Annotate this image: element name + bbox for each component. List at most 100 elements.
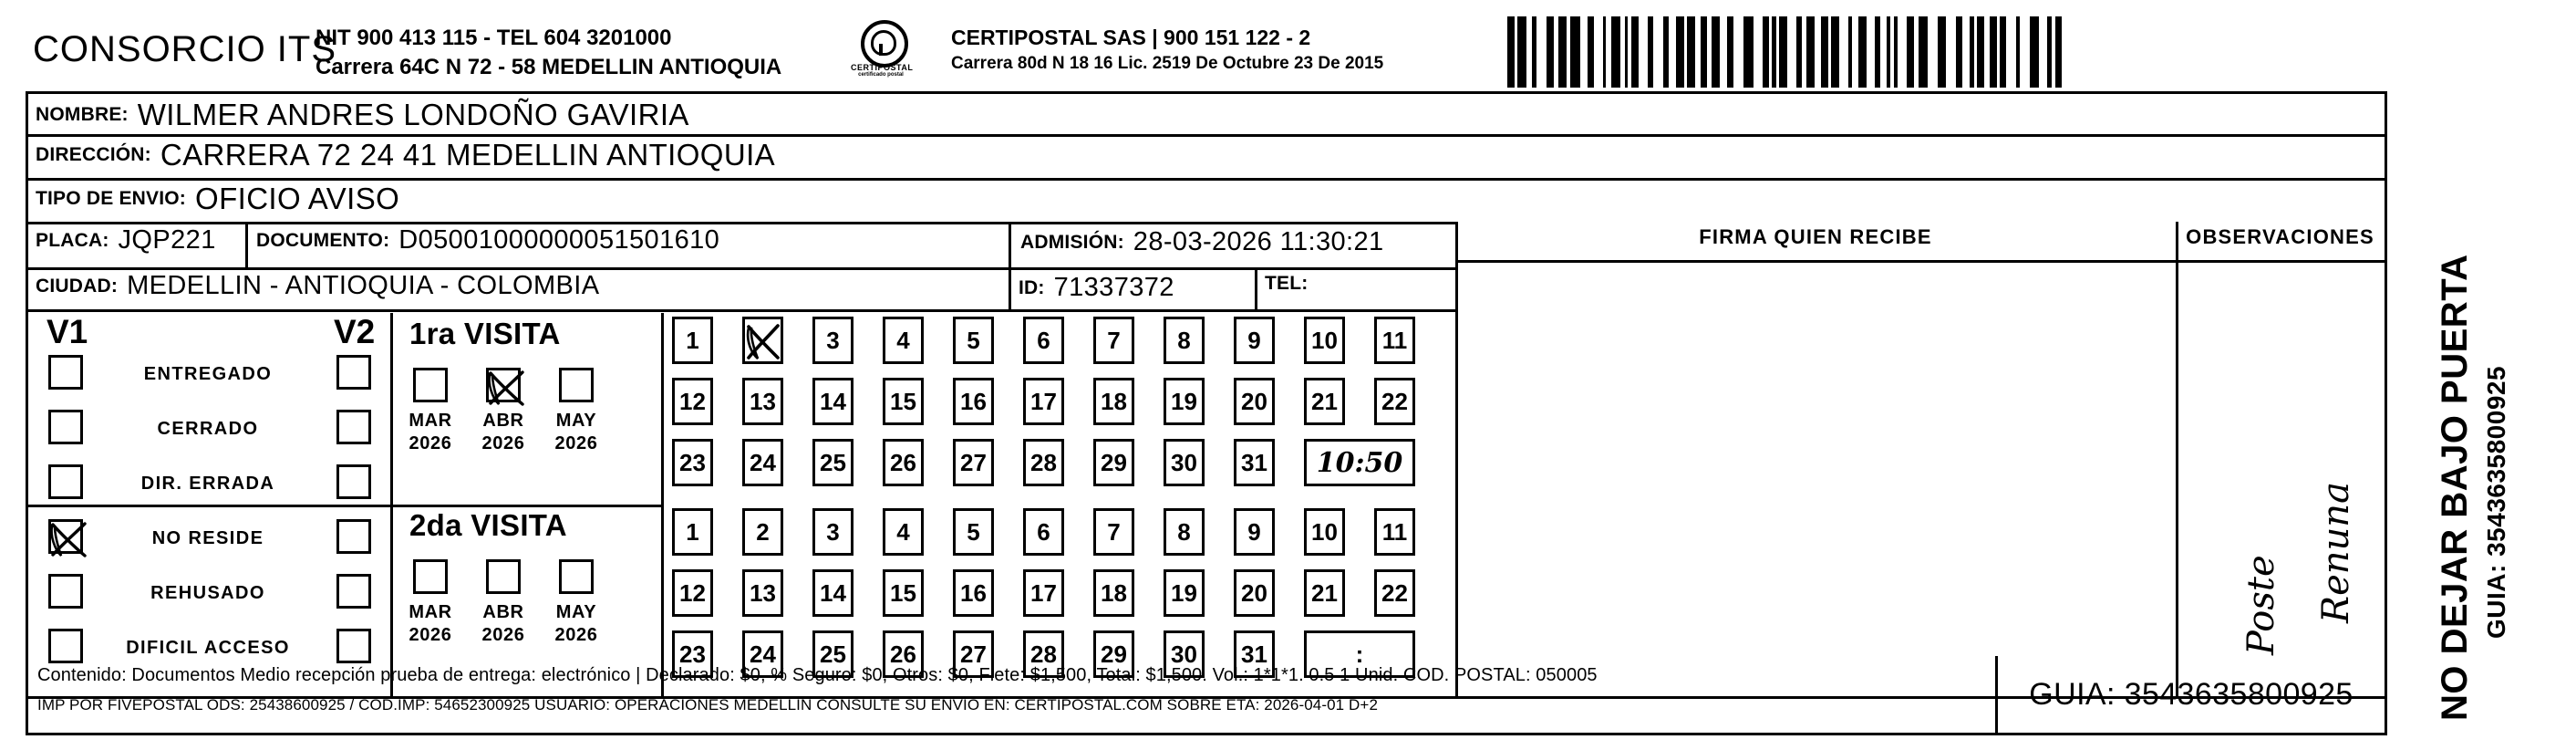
nombre-value: WILMER ANDRES LONDOÑO GAVIRIA [137, 98, 689, 131]
status-checkbox-v2-no-reside[interactable] [336, 519, 371, 554]
visit-2-day-27[interactable]: 27 [953, 630, 994, 678]
visit-2-month-checkbox-abr[interactable] [486, 559, 521, 594]
status-checkbox-v2-entregado[interactable] [336, 355, 371, 390]
visit-1-day-30[interactable]: 30 [1164, 439, 1205, 486]
visit-1-day-29[interactable]: 29 [1093, 439, 1134, 486]
status-checkbox-v1-dificil-acceso[interactable] [48, 629, 83, 663]
visit-2-day-16[interactable]: 16 [953, 569, 994, 617]
status-checkbox-v1-entregado[interactable] [48, 355, 83, 390]
visit-1-day-22[interactable]: 22 [1374, 378, 1415, 425]
status-label: DIR. ERRADA [140, 474, 275, 494]
visit-2-day-25[interactable]: 25 [812, 630, 853, 678]
document-header: CONSORCIO ITS NIT 900 413 115 - TEL 604 … [26, 5, 2469, 89]
visit-1-month-checkbox-mar[interactable] [413, 368, 448, 402]
visit-2-day-19[interactable]: 19 [1164, 569, 1205, 617]
visit-2-day-20[interactable]: 20 [1234, 569, 1275, 617]
visit-1-day-15[interactable]: 15 [883, 378, 924, 425]
status-row: REHUSADO [28, 574, 390, 624]
visit-2-day-4[interactable]: 4 [883, 508, 924, 556]
visit-1-day-28[interactable]: 28 [1023, 439, 1064, 486]
visit-2-day-5[interactable]: 5 [953, 508, 994, 556]
visit-2-day-26[interactable]: 26 [883, 630, 924, 678]
visit-1-month-checkbox-abr[interactable] [486, 368, 524, 406]
visit-2-day-28[interactable]: 28 [1023, 630, 1064, 678]
visit-1-day-4[interactable]: 4 [883, 317, 924, 364]
status-checkbox-v2-cerrado[interactable] [336, 410, 371, 444]
status-checkbox-v2-rehusado[interactable] [336, 574, 371, 609]
status-checkbox-v1-rehusado[interactable] [48, 574, 83, 609]
signature-area[interactable] [1458, 263, 2176, 694]
visit-2-day-6[interactable]: 6 [1023, 508, 1064, 556]
status-checkbox-v1-cerrado[interactable] [48, 410, 83, 444]
visit-2-day-12[interactable]: 12 [672, 569, 713, 617]
status-checkbox-v1-no-reside[interactable] [48, 519, 87, 557]
status-checkbox-v2-dificil-acceso[interactable] [336, 629, 371, 663]
visit-1-day-14[interactable]: 14 [812, 378, 853, 425]
visit-1-day-17[interactable]: 17 [1023, 378, 1064, 425]
visit-1-day-20[interactable]: 20 [1234, 378, 1275, 425]
visit-1-day-9[interactable]: 9 [1234, 317, 1275, 364]
status-label: ENTREGADO [143, 364, 273, 384]
visit-2-day-24[interactable]: 24 [742, 630, 783, 678]
visit-2-day-22[interactable]: 22 [1374, 569, 1415, 617]
visit-2-day-29[interactable]: 29 [1093, 630, 1134, 678]
visit-2-day-7[interactable]: 7 [1093, 508, 1134, 556]
visit-2-day-10[interactable]: 10 [1304, 508, 1345, 556]
visit-2-day-1[interactable]: 1 [672, 508, 713, 556]
visit-2-day-14[interactable]: 14 [812, 569, 853, 617]
visit-1-day-8[interactable]: 8 [1164, 317, 1205, 364]
barcode-bar [1806, 16, 1815, 88]
documento-value: D05001000000051501610 [398, 225, 720, 255]
visit-2-month-checkbox-mar[interactable] [413, 559, 448, 594]
month-year: 2026 [554, 625, 598, 645]
observaciones-area[interactable]: Poste Renuna [2178, 263, 2385, 694]
visit-2-day-31[interactable]: 31 [1234, 630, 1275, 678]
visit-1-day-6[interactable]: 6 [1023, 317, 1064, 364]
visit-2-month-checkbox-may[interactable] [559, 559, 594, 594]
month-name: MAR [409, 411, 452, 431]
visit-2-day-11[interactable]: 11 [1374, 508, 1415, 556]
visit-2-day-21[interactable]: 21 [1304, 569, 1345, 617]
visit-1-day-3[interactable]: 3 [812, 317, 853, 364]
visit-1-day-12[interactable]: 12 [672, 378, 713, 425]
visit-1-day-7[interactable]: 7 [1093, 317, 1134, 364]
visit-2-day-13[interactable]: 13 [742, 569, 783, 617]
month-year: 2026 [481, 625, 525, 645]
visit-1-day-2[interactable] [742, 317, 783, 364]
visit-1-day-27[interactable]: 27 [953, 439, 994, 486]
month-name: ABR [482, 411, 524, 431]
direccion-label: DIRECCIÓN: [36, 144, 151, 165]
visit-1-day-19[interactable]: 19 [1164, 378, 1205, 425]
barcode-bar [1570, 16, 1580, 88]
visit-2-time-box[interactable]: : [1304, 630, 1415, 678]
visit-2-day-23[interactable]: 23 [672, 630, 713, 678]
visit-2-day-18[interactable]: 18 [1093, 569, 1134, 617]
ciudad-value: MEDELLIN - ANTIOQUIA - COLOMBIA [127, 271, 600, 300]
visit-2-day-30[interactable]: 30 [1164, 630, 1205, 678]
visit-2-day-15[interactable]: 15 [883, 569, 924, 617]
visit-1-day-5[interactable]: 5 [953, 317, 994, 364]
visit-1-day-24[interactable]: 24 [742, 439, 783, 486]
visit-1-day-23[interactable]: 23 [672, 439, 713, 486]
visit-1-day-10[interactable]: 10 [1304, 317, 1345, 364]
status-checkbox-v1-dir-errada[interactable] [48, 464, 83, 499]
visit-1-day-26[interactable]: 26 [883, 439, 924, 486]
visit-1-day-1[interactable]: 1 [672, 317, 713, 364]
visit-1-day-11[interactable]: 11 [1374, 317, 1415, 364]
visit-1-day-21[interactable]: 21 [1304, 378, 1345, 425]
visit-2-day-17[interactable]: 17 [1023, 569, 1064, 617]
visit-1-day-25[interactable]: 25 [812, 439, 853, 486]
visit-1-time-box[interactable]: 10:50 [1304, 439, 1415, 486]
visit-2-day-3[interactable]: 3 [812, 508, 853, 556]
visit-2-day-9[interactable]: 9 [1234, 508, 1275, 556]
visit-1-day-18[interactable]: 18 [1093, 378, 1134, 425]
status-checkbox-v2-dir-errada[interactable] [336, 464, 371, 499]
visit-2-day-8[interactable]: 8 [1164, 508, 1205, 556]
visit-1-day-31[interactable]: 31 [1234, 439, 1275, 486]
firma-header: FIRMA QUIEN RECIBE [1699, 225, 1932, 248]
ciudad-label: CIUDAD: [36, 275, 119, 297]
visit-2-day-2[interactable]: 2 [742, 508, 783, 556]
visit-1-month-checkbox-may[interactable] [559, 368, 594, 402]
visit-1-day-13[interactable]: 13 [742, 378, 783, 425]
visit-1-day-16[interactable]: 16 [953, 378, 994, 425]
